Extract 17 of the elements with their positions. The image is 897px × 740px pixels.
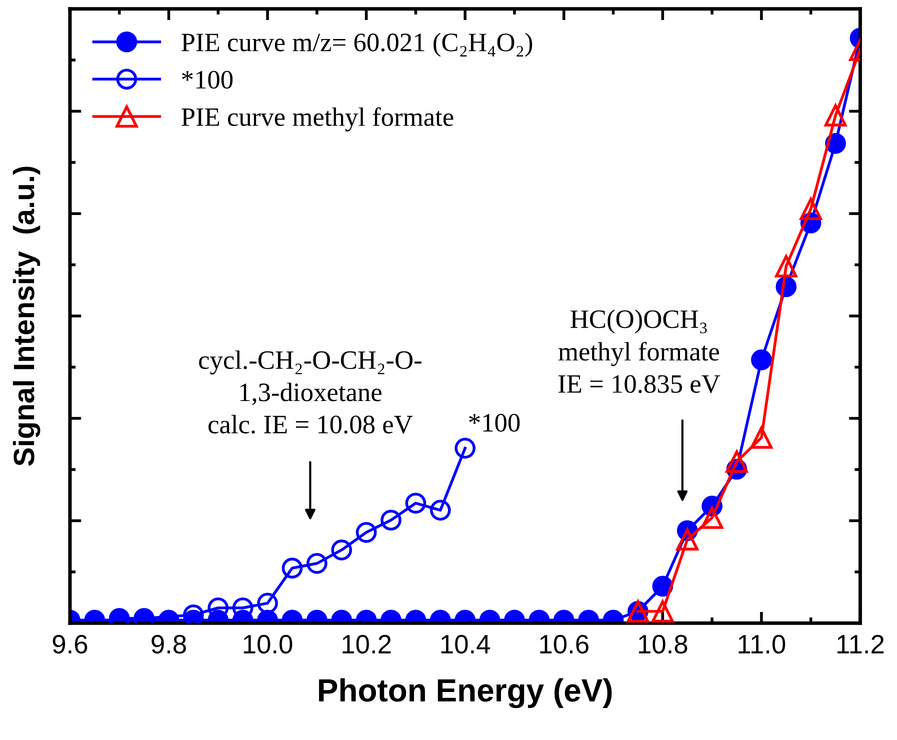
legend-label: PIE curve methyl formate: [182, 107, 454, 132]
x-tick-label: 9.6: [52, 634, 88, 654]
legend-label: *100: [182, 70, 233, 89]
x-axis-title: Photon Energy (eV): [319, 678, 612, 708]
x-tick-label: 10.2: [342, 634, 391, 654]
annotation: HC(O)OCH₃ methyl formate IE = 10.835 eV: [558, 310, 720, 394]
x-tick-label: 10.6: [540, 634, 588, 654]
x-tick-label: 10.0: [244, 634, 292, 654]
x-tick-label: 10.8: [638, 634, 688, 654]
y-axis-title: Signal Intensity (a.u.): [12, 166, 40, 466]
x-tick-label: 10.4: [441, 634, 490, 654]
annotation: *100: [469, 414, 520, 432]
legend-label: PIE curve m/z= 60.021 (C₂H₄O₂): [182, 32, 532, 57]
x-tick-label: 9.8: [152, 634, 186, 654]
annotation: cycl.-CH₂-O-CH₂-O- 1,3-dioxetane calc. IE = 10.08 eV: [199, 350, 422, 434]
x-tick-label: 11.2: [838, 634, 884, 654]
x-tick-label: 11.0: [738, 634, 786, 654]
